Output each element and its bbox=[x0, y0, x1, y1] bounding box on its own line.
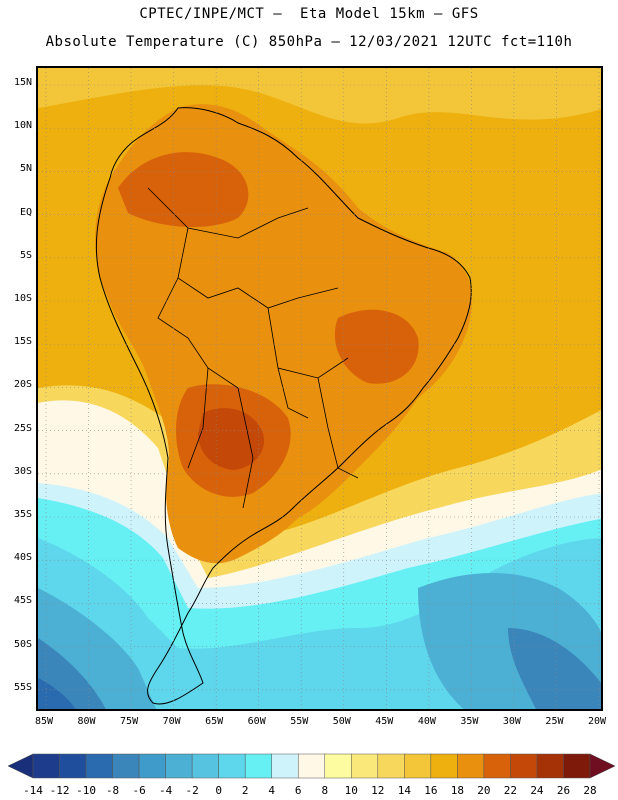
map-panel[interactable] bbox=[36, 66, 603, 711]
colorbar-tick-label: 2 bbox=[241, 784, 249, 797]
colorbar-under-arrow bbox=[7, 753, 34, 779]
colorbar-cell bbox=[351, 753, 379, 779]
field-mid-blue bbox=[38, 573, 601, 709]
lon-label: 85W bbox=[34, 716, 54, 727]
country-borders bbox=[147, 187, 359, 509]
colorbar-cell bbox=[510, 753, 538, 779]
lat-label: 5N bbox=[19, 163, 32, 175]
lon-label: 60W bbox=[247, 716, 266, 727]
coastline-outline bbox=[95, 107, 472, 705]
lon-label: 65W bbox=[205, 716, 224, 727]
field-deep-blue bbox=[38, 628, 601, 709]
lat-label: 40S bbox=[13, 552, 32, 564]
colorbar-tick-label: 18 bbox=[450, 784, 464, 797]
temperature-map bbox=[38, 68, 601, 709]
lon-label: 75W bbox=[120, 716, 139, 727]
colorbar-cell bbox=[59, 753, 87, 779]
colorbar-cell bbox=[191, 753, 219, 779]
colorbar-cell bbox=[377, 753, 405, 779]
colorbar-cell bbox=[457, 753, 485, 779]
lon-label: 70W bbox=[162, 716, 181, 727]
title-line-variable: Absolute Temperature (C) 850hPa – 12/03/… bbox=[45, 34, 573, 50]
lon-label: 45W bbox=[375, 716, 394, 727]
lat-label: 15S bbox=[13, 336, 32, 348]
colorbar-cell bbox=[112, 753, 140, 779]
colorbar-cell bbox=[483, 753, 511, 779]
lon-label: 30W bbox=[502, 716, 521, 727]
colorbar-cell bbox=[165, 753, 193, 779]
colorbar-tick-label: -2 bbox=[185, 784, 199, 797]
field-hotter-core bbox=[198, 408, 264, 470]
graticule bbox=[38, 68, 601, 709]
lat-label: 25S bbox=[13, 422, 32, 434]
lon-label: 35W bbox=[460, 716, 479, 727]
colorbar-cell bbox=[297, 753, 326, 779]
colorbar-over-arrow bbox=[589, 753, 616, 779]
colorbar-tick-label: 0 bbox=[215, 784, 222, 797]
title-line-model: CPTEC/INPE/MCT – Eta Model 15km – GFS bbox=[139, 6, 479, 22]
lon-label: 25W bbox=[545, 716, 564, 727]
south-america-coast bbox=[95, 107, 472, 705]
colorbar-tick-label: 28 bbox=[583, 784, 597, 797]
lon-label: 40W bbox=[417, 716, 436, 727]
lat-label: 10N bbox=[13, 120, 32, 132]
lat-label: 35S bbox=[13, 509, 32, 520]
lon-label: 80W bbox=[77, 716, 96, 727]
colorbar-cell bbox=[536, 753, 564, 779]
colorbar-tick-label: 26 bbox=[556, 784, 571, 797]
lat-label: 55S bbox=[13, 681, 32, 693]
colorbar-cell bbox=[32, 753, 60, 779]
colorbar-cell bbox=[218, 753, 246, 779]
colorbar-cell bbox=[244, 753, 272, 779]
colorbar-cell bbox=[404, 753, 432, 779]
colorbar-tick-label: 14 bbox=[397, 784, 411, 797]
colorbar-tick-label: 12 bbox=[371, 784, 385, 797]
colorbar-tick-label: 24 bbox=[530, 784, 544, 797]
lat-label: 5S bbox=[19, 249, 32, 261]
colorbar-tick-label: 10 bbox=[344, 784, 358, 797]
lon-label: 50W bbox=[332, 716, 351, 727]
lat-label: 30S bbox=[13, 465, 32, 477]
lon-label: 20W bbox=[587, 716, 607, 727]
colorbar-tick-label: -8 bbox=[105, 784, 120, 797]
colorbar-cell bbox=[563, 753, 591, 779]
colorbar-cell bbox=[271, 753, 299, 779]
lat-label: 20S bbox=[13, 379, 32, 391]
field-hot-core bbox=[118, 152, 419, 497]
colorbar-tick-label: -6 bbox=[132, 784, 146, 797]
colorbar-tick-label: 8 bbox=[321, 784, 329, 797]
lat-label: 10S bbox=[13, 293, 32, 304]
field-deeper-blue bbox=[38, 678, 76, 709]
colorbar-tick-label: -10 bbox=[76, 784, 96, 797]
lat-label: 15N bbox=[13, 77, 32, 88]
colorbar-tick-label: -12 bbox=[49, 784, 70, 797]
colorbar-cell bbox=[324, 753, 352, 779]
colorbar-tick-label: 6 bbox=[294, 784, 302, 797]
colorbar-tick-label: 22 bbox=[503, 784, 518, 797]
colorbar-cell bbox=[138, 753, 166, 779]
colorbar-cell bbox=[430, 753, 458, 779]
lat-label: EQ bbox=[19, 206, 32, 218]
colorbar-tick-label: 4 bbox=[268, 784, 276, 797]
colorbar-tick-label: -4 bbox=[158, 784, 173, 797]
lon-label: 55W bbox=[290, 716, 309, 727]
lat-label: 45S bbox=[13, 595, 32, 607]
colorbar-cell bbox=[85, 753, 113, 779]
colorbar-tick-label: 16 bbox=[424, 784, 438, 797]
lat-label: 50S bbox=[13, 638, 32, 650]
colorbar-tick-label: -14 bbox=[23, 784, 43, 797]
field-ocean-north-light bbox=[38, 68, 601, 124]
colorbar-tick-label: 20 bbox=[477, 784, 491, 797]
